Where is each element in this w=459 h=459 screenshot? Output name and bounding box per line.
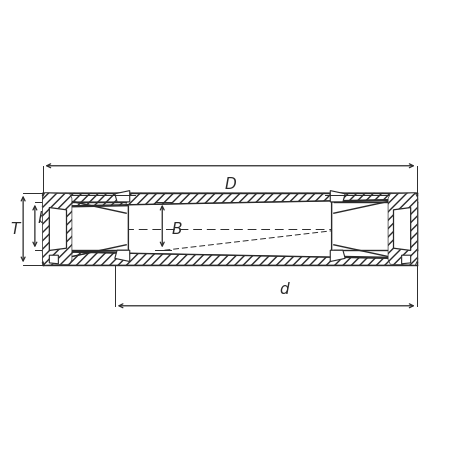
- Polygon shape: [43, 252, 416, 266]
- Polygon shape: [67, 206, 128, 253]
- Text: B: B: [171, 222, 181, 237]
- Text: D: D: [224, 176, 235, 191]
- Polygon shape: [49, 208, 67, 251]
- Polygon shape: [330, 251, 344, 262]
- Polygon shape: [333, 196, 416, 214]
- Polygon shape: [330, 191, 344, 202]
- Polygon shape: [115, 191, 129, 202]
- Polygon shape: [115, 251, 129, 262]
- Polygon shape: [49, 256, 58, 264]
- Polygon shape: [43, 245, 126, 263]
- Polygon shape: [331, 201, 392, 258]
- Polygon shape: [43, 196, 126, 214]
- Polygon shape: [392, 208, 410, 251]
- Polygon shape: [43, 193, 416, 207]
- Polygon shape: [333, 245, 416, 263]
- Polygon shape: [387, 193, 416, 266]
- Text: d: d: [279, 281, 288, 296]
- Text: T: T: [10, 222, 19, 237]
- Text: b: b: [37, 211, 47, 226]
- Polygon shape: [401, 256, 410, 264]
- Polygon shape: [43, 193, 72, 266]
